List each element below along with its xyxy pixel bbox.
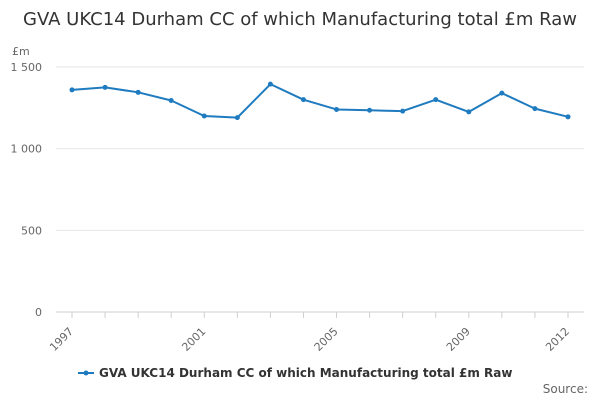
data-point[interactable]: [499, 90, 505, 96]
data-point[interactable]: [102, 84, 108, 90]
data-point[interactable]: [267, 81, 273, 87]
data-point[interactable]: [367, 107, 373, 113]
data-point[interactable]: [201, 113, 207, 119]
y-axis-unit-label: £m: [12, 45, 30, 58]
data-point[interactable]: [300, 97, 306, 103]
legend-item-label[interactable]: GVA UKC14 Durham CC of which Manufacturi…: [99, 366, 512, 380]
data-point[interactable]: [466, 109, 472, 115]
x-tick-label: 2009: [444, 325, 473, 354]
data-point[interactable]: [234, 115, 240, 121]
source-label[interactable]: Source:: [542, 382, 588, 396]
series-line[interactable]: [71, 83, 569, 119]
data-point[interactable]: [69, 87, 75, 93]
chart-title: GVA UKC14 Durham CC of which Manufacturi…: [23, 9, 577, 30]
x-tick-label: 2001: [179, 325, 208, 354]
y-tick-label: 500: [21, 224, 42, 237]
y-tick-label: 0: [35, 306, 42, 319]
data-point[interactable]: [334, 106, 340, 112]
data-point[interactable]: [400, 108, 406, 114]
data-point[interactable]: [565, 114, 571, 120]
legend-swatch-marker[interactable]: [83, 370, 89, 376]
y-tick-label: 1 000: [11, 143, 43, 156]
data-point[interactable]: [168, 97, 174, 103]
x-tick-label: 2005: [312, 325, 341, 354]
y-tick-label: 1 500: [11, 61, 43, 74]
x-tick-label: 1997: [47, 325, 76, 354]
x-tick-label: 2012: [543, 325, 572, 354]
data-point[interactable]: [433, 97, 439, 103]
data-point[interactable]: [532, 106, 538, 112]
data-point[interactable]: [135, 89, 141, 95]
